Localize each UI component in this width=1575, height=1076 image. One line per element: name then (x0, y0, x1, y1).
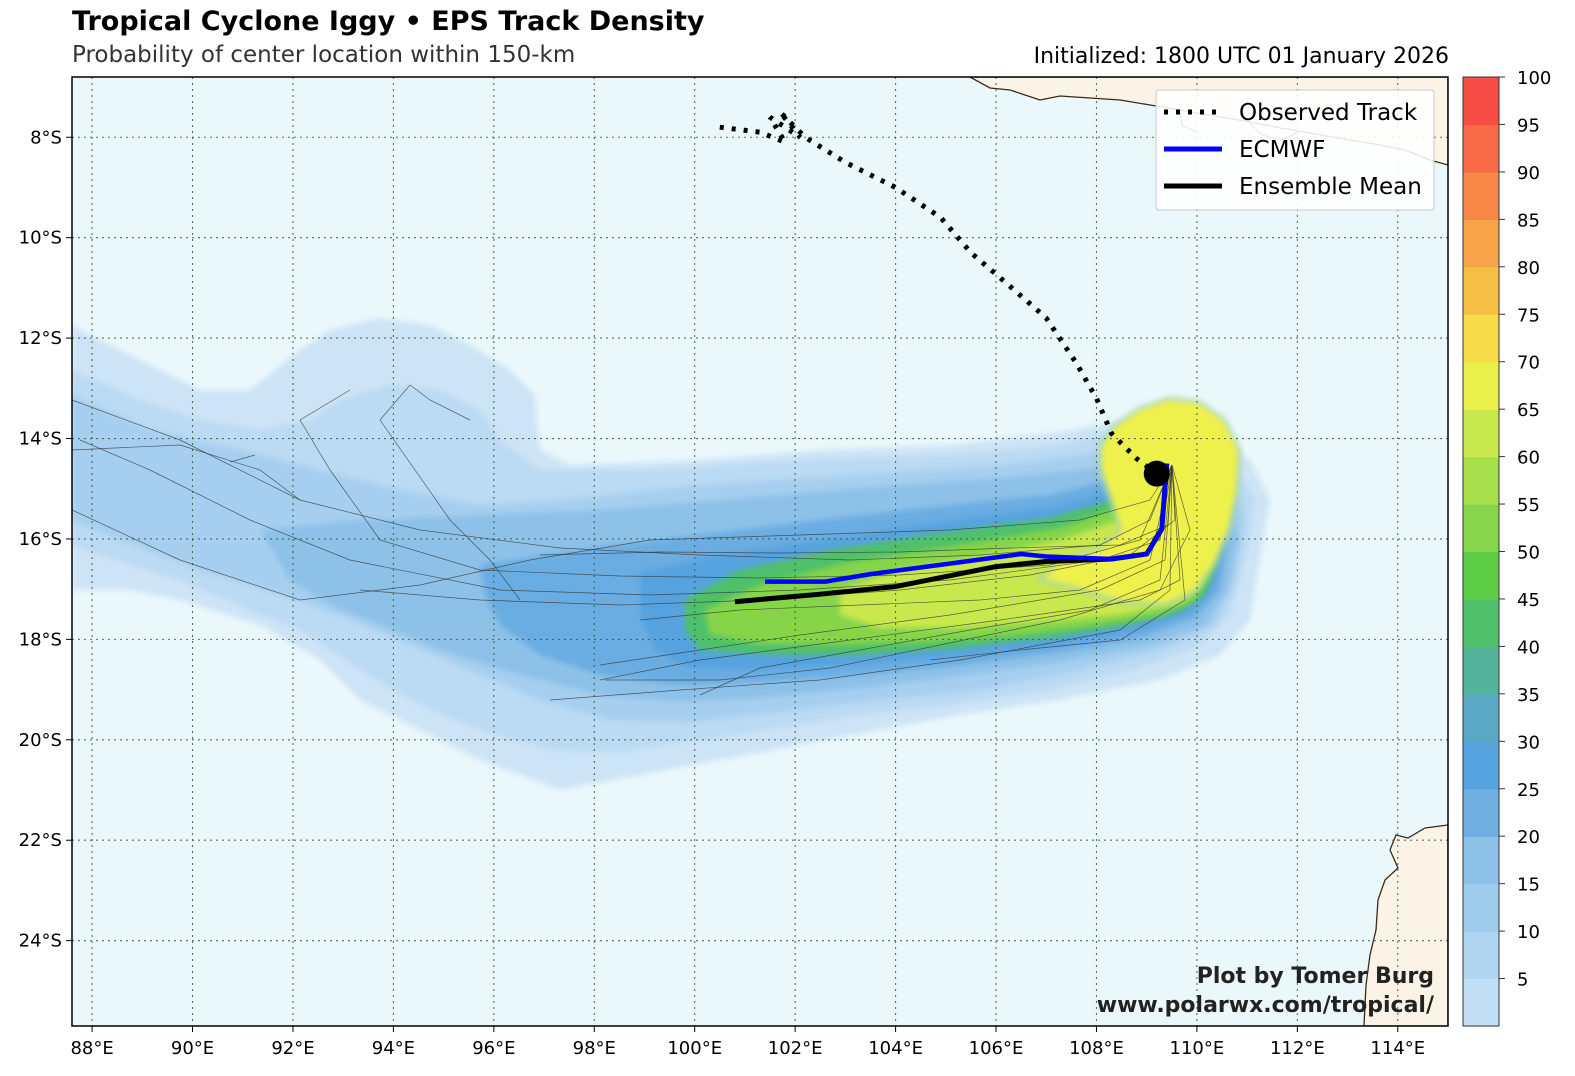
colorbar-segment (1463, 883, 1499, 932)
credits: Plot by Tomer Burg www.polarwx.com/tropi… (1097, 964, 1435, 1018)
lon-tick-label: 102°E (768, 1038, 823, 1059)
colorbar-label: 15 (1517, 875, 1540, 896)
ensemble-member-track (79, 439, 1173, 596)
colorbar-label: 95 (1517, 115, 1540, 136)
credit-url: www.polarwx.com/tropical/ (1097, 993, 1435, 1018)
colorbar-segment (1463, 77, 1499, 126)
ecmwf-track-line (765, 463, 1170, 584)
lon-tick-label: 112°E (1270, 1038, 1325, 1059)
colorbar-segment (1463, 741, 1499, 790)
colorbar-label: 60 (1517, 448, 1540, 469)
lon-tick-label: 100°E (667, 1038, 722, 1059)
credit-author: Plot by Tomer Burg (1197, 964, 1434, 989)
colorbar-label: 65 (1517, 400, 1540, 421)
lon-tick-label: 90°E (171, 1038, 214, 1059)
ensemble-member-track (72, 399, 1173, 561)
lat-lon-grid (72, 77, 1448, 1026)
colorbar: 5 10 15 20 25 30 35 40 45 50 55 60 65 70 75 80 85 90 95 100 (1462, 68, 1551, 1027)
colorbar-label: 50 (1517, 543, 1540, 564)
colorbar-label: 40 (1517, 637, 1540, 658)
lon-tick-label: 114°E (1370, 1038, 1425, 1059)
axis-ticks: 88°E 90°E 92°E 94°E 96°E 98°E 100°E 102°E 104°E 1… (19, 127, 1425, 1059)
legend-box (1155, 89, 1435, 211)
lat-tick-label: 8°S (30, 127, 62, 148)
colorbar-label: 45 (1517, 590, 1540, 611)
colorbar-segment (1463, 171, 1499, 220)
lat-tick-label: 18°S (19, 629, 62, 650)
chart-title: Tropical Cyclone Iggy • EPS Track Densit… (72, 6, 705, 37)
ensemble-member-track (699, 464, 1173, 696)
colorbar-segment (1463, 266, 1499, 315)
map-frame (71, 76, 1449, 1027)
ensemble-member-tracks (72, 384, 1191, 701)
ensemble-member-track (72, 444, 301, 501)
colorbar-segment (1463, 598, 1499, 647)
density-core-outline (1038, 396, 1242, 607)
current-position-marker (1143, 460, 1170, 487)
ensemble-member-track (599, 464, 1181, 681)
colorbar-segment (1463, 456, 1499, 505)
ensemble-member-track (379, 384, 521, 601)
australia-landmass (1363, 824, 1448, 1026)
colorbar-segment (1463, 314, 1499, 363)
main-tracks (719, 110, 1170, 605)
lon-tick-label: 108°E (1069, 1038, 1124, 1059)
lat-tick-label: 12°S (19, 328, 62, 349)
colorbar-label: 100 (1517, 68, 1551, 89)
lat-tick-label: 10°S (19, 228, 62, 249)
density-contour-60 (1040, 398, 1240, 605)
lon-tick-label: 96°E (472, 1038, 515, 1059)
colorbar-segment (1463, 361, 1499, 410)
colorbar-label: 20 (1517, 827, 1540, 848)
lon-tick-label: 88°E (70, 1038, 113, 1059)
colorbar-segment (1463, 409, 1499, 458)
colorbar-segment (1463, 646, 1499, 695)
legend-label-3: Ensemble Mean (1239, 174, 1422, 200)
colorbar-label: 90 (1517, 163, 1540, 184)
colorbar-label: 25 (1517, 780, 1540, 801)
colorbar-label: 85 (1517, 210, 1540, 231)
lon-tick-label: 104°E (868, 1038, 923, 1059)
ensemble-member-track (599, 464, 1173, 666)
colorbar-segment (1463, 788, 1499, 837)
lon-tick-label: 92°E (271, 1038, 314, 1059)
colorbar-label: 80 (1517, 258, 1540, 279)
lon-tick-label: 106°E (969, 1038, 1024, 1059)
colorbar-label: 70 (1517, 353, 1540, 374)
colorbar-segment (1463, 978, 1499, 1027)
colorbar-label: 30 (1517, 732, 1540, 753)
initialized-time: Initialized: 1800 UTC 01 January 2026 (1033, 44, 1449, 69)
lat-tick-label: 14°S (19, 429, 62, 450)
colorbar-segment (1463, 836, 1499, 885)
colorbar-segment (1463, 551, 1499, 600)
ensemble-member-track (72, 464, 1173, 601)
colorbar-segment (1463, 219, 1499, 268)
colorbar-segment (1463, 124, 1499, 173)
legend: Observed Track ECMWF Ensemble Mean (1155, 89, 1435, 211)
chart-subtitle: Probability of center location within 15… (72, 42, 576, 68)
colorbar-label: 55 (1517, 495, 1540, 516)
colorbar-label: 10 (1517, 922, 1540, 943)
colorbar-label: 75 (1517, 305, 1540, 326)
ensemble-member-track (639, 464, 1173, 621)
colorbar-label: 5 (1517, 970, 1528, 991)
colorbar-segment (1463, 931, 1499, 980)
lon-tick-label: 110°E (1170, 1038, 1225, 1059)
lat-tick-label: 20°S (19, 730, 62, 751)
ensemble-member-track (929, 464, 1186, 661)
lat-tick-label: 22°S (19, 830, 62, 851)
legend-label-2: ECMWF (1239, 137, 1325, 163)
lon-tick-label: 94°E (372, 1038, 415, 1059)
ensemble-member-track (229, 454, 256, 463)
legend-label-1: Observed Track (1239, 100, 1418, 126)
lat-tick-label: 16°S (19, 529, 62, 550)
lat-tick-label: 24°S (19, 931, 62, 952)
colorbar-segment (1463, 504, 1499, 553)
ensemble-member-track (549, 464, 1173, 701)
colorbar-segment (1463, 693, 1499, 742)
lon-tick-label: 98°E (573, 1038, 616, 1059)
colorbar-label: 35 (1517, 685, 1540, 706)
